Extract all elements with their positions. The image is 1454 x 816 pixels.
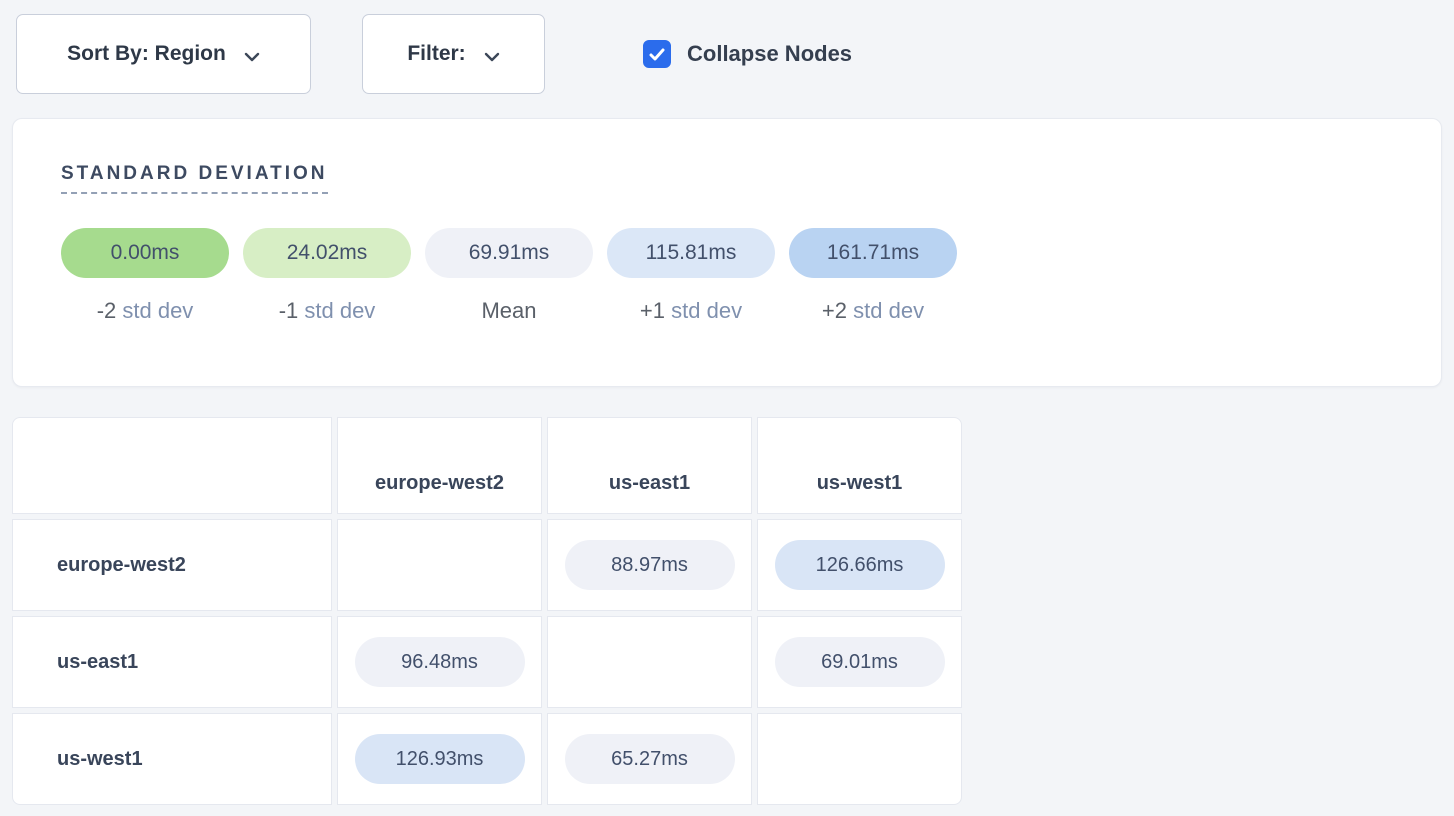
filter-select[interactable]: Filter: <box>362 14 545 94</box>
matrix-cell[interactable]: 126.66ms <box>757 519 962 611</box>
latency-pill: 126.66ms <box>774 540 945 590</box>
legend-label-mean: Mean <box>481 298 537 323</box>
latency-pill: 65.27ms <box>564 734 735 784</box>
legend-label-plus1: +1 std dev <box>639 298 743 323</box>
collapse-nodes-checkbox[interactable] <box>643 40 671 68</box>
matrix-cell[interactable] <box>337 519 542 611</box>
legend-pill-plus1: 115.81ms <box>607 228 775 278</box>
chevron-down-icon <box>244 44 260 68</box>
column-header-europe-west2: europe-west2 <box>337 417 542 514</box>
latency-pill: 88.97ms <box>564 540 735 590</box>
column-header-us-west1: us-west1 <box>757 417 962 514</box>
std-dev-legend-card: STANDARD DEVIATION 0.00ms 24.02ms 69.91m… <box>12 118 1442 387</box>
legend-label-row: -2 std dev -1 std dev Mean +1 std dev +2… <box>61 298 1441 324</box>
legend-label-minus2: -2 std dev <box>96 298 194 323</box>
collapse-nodes-control[interactable]: Collapse Nodes <box>643 14 852 94</box>
column-header-us-east1: us-east1 <box>547 417 752 514</box>
legend-title: STANDARD DEVIATION <box>61 163 328 194</box>
legend-label-plus2: +2 std dev <box>821 298 925 323</box>
legend-pill-minus1: 24.02ms <box>243 228 411 278</box>
latency-matrix: europe-west2 us-east1 us-west1 europe-we… <box>12 417 962 805</box>
matrix-cell[interactable]: 69.01ms <box>757 616 962 708</box>
row-header-us-east1: us-east1 <box>12 616 332 708</box>
legend-pill-mean: 69.91ms <box>425 228 593 278</box>
matrix-cell[interactable]: 96.48ms <box>337 616 542 708</box>
matrix-cell[interactable] <box>757 713 962 805</box>
row-header-europe-west2: europe-west2 <box>12 519 332 611</box>
sort-by-label: Sort By: Region <box>67 42 226 65</box>
filter-label: Filter: <box>407 42 466 65</box>
latency-pill: 69.01ms <box>774 637 945 687</box>
latency-pill: 126.93ms <box>354 734 525 784</box>
row-header-us-west1: us-west1 <box>12 713 332 805</box>
legend-label-minus1: -1 std dev <box>278 298 376 323</box>
latency-pill: 96.48ms <box>354 637 525 687</box>
legend-pill-row: 0.00ms 24.02ms 69.91ms 115.81ms 161.71ms <box>61 228 1441 278</box>
matrix-corner-cell <box>12 417 332 514</box>
matrix-cell[interactable] <box>547 616 752 708</box>
legend-pill-minus2: 0.00ms <box>61 228 229 278</box>
matrix-cell[interactable]: 126.93ms <box>337 713 542 805</box>
sort-by-select[interactable]: Sort By: Region <box>16 14 311 94</box>
matrix-cell[interactable]: 88.97ms <box>547 519 752 611</box>
toolbar: Sort By: Region Filter: Collapse Nodes <box>0 0 1454 94</box>
matrix-cell[interactable]: 65.27ms <box>547 713 752 805</box>
collapse-nodes-label: Collapse Nodes <box>687 41 853 66</box>
checkmark-icon <box>649 48 665 60</box>
legend-pill-plus2: 161.71ms <box>789 228 957 278</box>
chevron-down-icon <box>484 44 500 68</box>
